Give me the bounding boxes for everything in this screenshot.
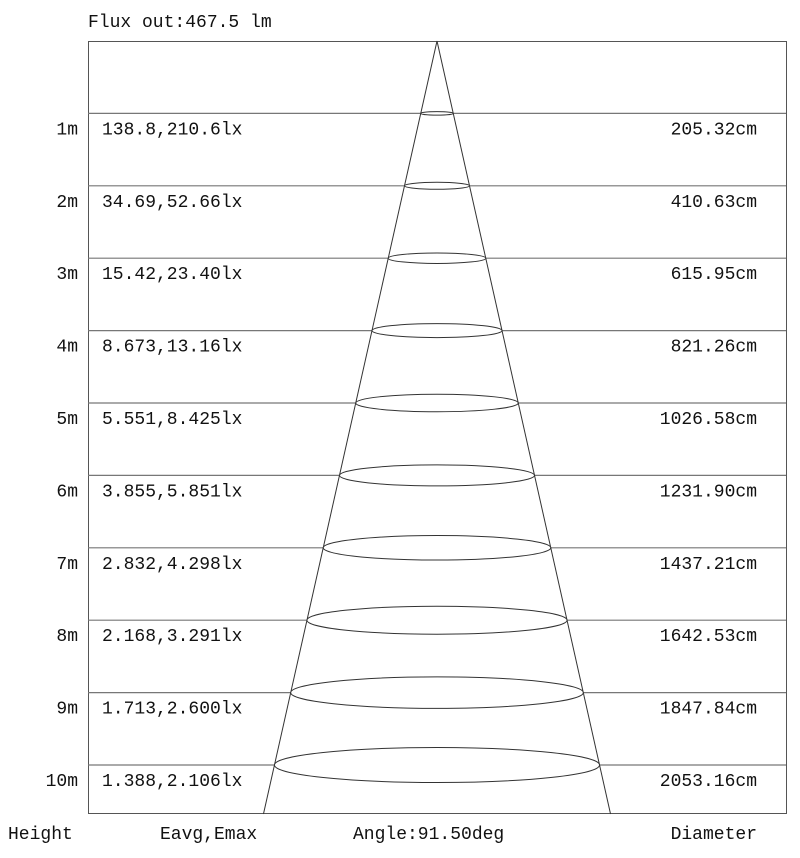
- row-illuminance-value: 3.855,5.851lx: [102, 482, 242, 502]
- illuminance-column-label: Eavg,Emax: [160, 825, 257, 845]
- row-diameter-value: 410.63cm: [671, 193, 757, 213]
- row-illuminance-value: 2.832,4.298lx: [102, 555, 242, 575]
- row-diameter-value: 1231.90cm: [660, 482, 757, 502]
- row-height-label: 1m: [56, 120, 78, 140]
- beam-ellipse: [355, 393, 519, 413]
- row-height-label: 9m: [56, 700, 78, 720]
- row-illuminance-value: 15.42,23.40lx: [102, 265, 242, 285]
- row-diameter-value: 1026.58cm: [660, 410, 757, 430]
- beam-ellipse: [403, 181, 471, 190]
- beam-ellipse: [273, 747, 601, 783]
- flux-out-label: Flux out:467.5 lm: [88, 13, 272, 33]
- row-diameter-value: 1642.53cm: [660, 627, 757, 647]
- row-height-label: 10m: [46, 772, 78, 792]
- diameter-column-label: Diameter: [671, 825, 757, 845]
- row-height-label: 4m: [56, 338, 78, 358]
- row-illuminance-value: 34.69,52.66lx: [102, 193, 242, 213]
- cone-right-edge: [436, 40, 612, 815]
- beam-ellipse: [420, 111, 454, 116]
- row-illuminance-value: 8.673,13.16lx: [102, 338, 242, 358]
- height-column-label: Height: [8, 825, 73, 845]
- beam-ellipse: [371, 323, 503, 339]
- beam-ellipse: [387, 252, 487, 264]
- row-diameter-value: 205.32cm: [671, 120, 757, 140]
- row-diameter-value: 2053.16cm: [660, 772, 757, 792]
- row-height-label: 8m: [56, 627, 78, 647]
- row-height-label: 6m: [56, 482, 78, 502]
- beam-ellipse: [290, 676, 584, 709]
- beam-ellipse: [322, 535, 552, 561]
- row-illuminance-value: 2.168,3.291lx: [102, 627, 242, 647]
- row-height-label: 5m: [56, 410, 78, 430]
- row-illuminance-value: 1.388,2.106lx: [102, 772, 242, 792]
- row-height-label: 7m: [56, 555, 78, 575]
- row-diameter-value: 1847.84cm: [660, 700, 757, 720]
- cone-left-edge: [262, 40, 438, 815]
- beam-ellipse: [338, 464, 536, 487]
- row-diameter-value: 615.95cm: [671, 265, 757, 285]
- row-height-label: 2m: [56, 193, 78, 213]
- beam-angle-label: Angle:91.50deg: [353, 825, 504, 845]
- row-illuminance-value: 1.713,2.600lx: [102, 700, 242, 720]
- row-illuminance-value: 5.551,8.425lx: [102, 410, 242, 430]
- row-height-label: 3m: [56, 265, 78, 285]
- row-diameter-value: 821.26cm: [671, 338, 757, 358]
- row-diameter-value: 1437.21cm: [660, 555, 757, 575]
- row-illuminance-value: 138.8,210.6lx: [102, 120, 242, 140]
- beam-ellipse: [306, 605, 568, 635]
